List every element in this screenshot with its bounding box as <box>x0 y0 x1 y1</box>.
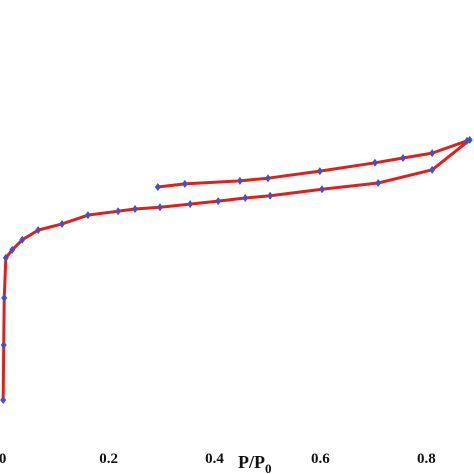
data-point <box>187 200 194 209</box>
data-point <box>181 179 188 188</box>
x-axis-label: P/P0 <box>238 452 272 474</box>
data-point <box>319 185 326 194</box>
series-line <box>1 138 471 400</box>
data-point <box>2 253 9 262</box>
data-point <box>156 203 163 212</box>
data-point <box>400 153 407 162</box>
data-point <box>464 136 471 145</box>
data-point <box>9 245 16 254</box>
data-point <box>215 197 222 206</box>
data-point <box>242 194 249 202</box>
data-point <box>267 191 274 200</box>
data-point <box>0 395 7 404</box>
series-line <box>157 139 468 189</box>
data-point <box>371 158 378 167</box>
data-point <box>35 226 42 235</box>
x-label-main: P/P <box>238 452 265 472</box>
data-point <box>154 183 161 191</box>
data-point <box>0 340 7 349</box>
data-point <box>375 179 382 188</box>
data-point <box>316 167 323 176</box>
x-tick-label: 0.6 <box>311 451 330 467</box>
data-point <box>1 293 8 302</box>
x-tick-label: 0.4 <box>205 451 224 467</box>
data-point <box>115 207 122 216</box>
data-point <box>236 176 243 185</box>
data-point <box>19 235 26 244</box>
data-point <box>84 211 91 220</box>
data-point <box>132 205 139 213</box>
data-point <box>429 165 436 174</box>
data-point <box>264 174 271 183</box>
x-tick-label: 0.8 <box>417 451 436 467</box>
x-tick-label: 0 <box>0 451 6 467</box>
x-tick-label: 0.2 <box>99 451 118 467</box>
data-point <box>429 149 436 158</box>
x-label-sub: 0 <box>265 461 272 474</box>
data-point <box>58 219 65 228</box>
